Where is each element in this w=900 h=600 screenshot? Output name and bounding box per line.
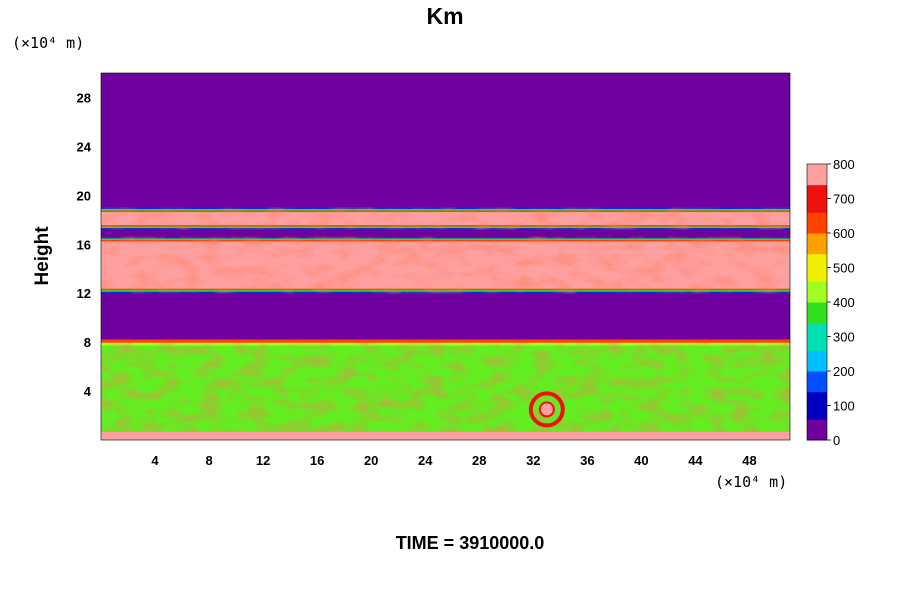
x-tick-label: 24 — [418, 453, 433, 468]
x-axis-unit: (×10⁴ m) — [715, 473, 787, 491]
colorbar-swatch — [807, 357, 827, 365]
y-tick-label: 20 — [77, 188, 91, 203]
colorbar-tick-label: 800 — [833, 157, 855, 172]
colorbar-swatch — [807, 433, 827, 441]
colorbar-tick-label: 300 — [833, 330, 855, 345]
colorbar-swatch — [807, 412, 827, 420]
region-convective-boundary-layer — [101, 339, 790, 440]
x-tick-label: 32 — [526, 453, 540, 468]
colorbar-swatch — [807, 239, 827, 248]
colorbar-swatch — [807, 233, 827, 241]
colorbar-tick-label: 0 — [833, 433, 840, 448]
x-tick-label: 20 — [364, 453, 378, 468]
x-tick-label: 48 — [742, 453, 756, 468]
y-tick-label: 12 — [77, 286, 91, 301]
region-upper-quiet-layer — [101, 73, 790, 211]
colorbar-swatch — [807, 191, 827, 199]
region-middle-turbulent-band — [101, 236, 790, 294]
colorbar-swatch — [807, 377, 827, 386]
colorbar-swatch — [807, 205, 827, 213]
colorbar-swatch — [807, 308, 827, 317]
x-axis-ticks: 4 8 12 16 20 24 28 32 36 40 44 48 — [151, 453, 756, 468]
colorbar-tick-label: 100 — [833, 399, 855, 414]
colorbar-swatch — [807, 426, 827, 434]
x-tick-label: 28 — [472, 453, 486, 468]
colorbar-swatch — [807, 295, 827, 303]
colorbar-tick-label: 400 — [833, 295, 855, 310]
colorbar-swatch — [807, 350, 827, 358]
chart-title: Km — [426, 3, 463, 29]
x-tick-label: 8 — [205, 453, 212, 468]
colorbar-swatch — [807, 267, 827, 275]
colorbar-swatch — [807, 364, 827, 372]
colorbar-swatch — [807, 391, 827, 400]
x-tick-label: 36 — [580, 453, 594, 468]
y-axis-unit: (×10⁴ m) — [12, 34, 84, 52]
colorbar-swatch — [807, 246, 827, 255]
colorbar-tick-label: 200 — [833, 364, 855, 379]
colorbar-swatch — [807, 281, 827, 289]
colorbar-tick-label: 700 — [833, 192, 855, 207]
colorbar-swatch — [807, 177, 827, 186]
colorbar-swatch — [807, 343, 827, 351]
x-tick-label: 44 — [688, 453, 703, 468]
y-tick-label: 24 — [77, 139, 92, 154]
colorbar-swatch — [807, 260, 827, 268]
colorbar-swatch — [807, 336, 827, 344]
x-tick-label: 12 — [256, 453, 270, 468]
plot-frame — [100, 72, 791, 441]
y-axis-label: Height — [32, 226, 53, 286]
colorbar-tick-label: 500 — [833, 261, 855, 276]
colorbar-swatch — [807, 288, 827, 296]
colorbar-swatch — [807, 253, 827, 262]
x-tick-label: 40 — [634, 453, 648, 468]
colorbar-swatch — [807, 329, 827, 337]
region-upper-turbulent-band — [101, 207, 790, 230]
colorbar-swatch — [807, 398, 827, 406]
colorbar-swatch — [807, 405, 827, 413]
region-lower-quiet-layer — [101, 295, 790, 340]
colorbar-swatch — [807, 322, 827, 331]
region-thin-quiet-gap — [101, 229, 790, 240]
colorbar-swatch — [807, 302, 827, 310]
colorbar-swatch — [807, 170, 827, 179]
y-tick-label: 8 — [84, 335, 91, 350]
plot-area — [100, 72, 791, 441]
colorbar-swatch — [807, 184, 827, 193]
x-tick-label: 4 — [151, 453, 159, 468]
colorbar-swatch — [807, 219, 827, 227]
colorbar-swatch — [807, 419, 827, 427]
colorbar-swatch — [807, 198, 827, 206]
y-tick-label: 4 — [84, 384, 92, 399]
colorbar-swatch — [807, 384, 827, 393]
colorbar-swatch — [807, 164, 827, 172]
colorbar-swatch — [807, 371, 827, 379]
y-tick-label: 16 — [77, 237, 91, 252]
time-label: TIME = 3910000.0 — [396, 533, 545, 553]
y-axis-ticks: 4 8 12 16 20 24 28 — [77, 90, 92, 399]
colorbar-tick-label: 600 — [833, 226, 855, 241]
colorbar-swatch — [807, 212, 827, 220]
colorbar-swatch — [807, 315, 827, 324]
colorbar-swatch — [807, 226, 827, 234]
colorbar-swatch — [807, 274, 827, 282]
y-tick-label: 28 — [77, 90, 91, 105]
colorbar: 0 100 200 300 400 500 600 700 800 — [806, 157, 855, 448]
x-tick-label: 16 — [310, 453, 324, 468]
